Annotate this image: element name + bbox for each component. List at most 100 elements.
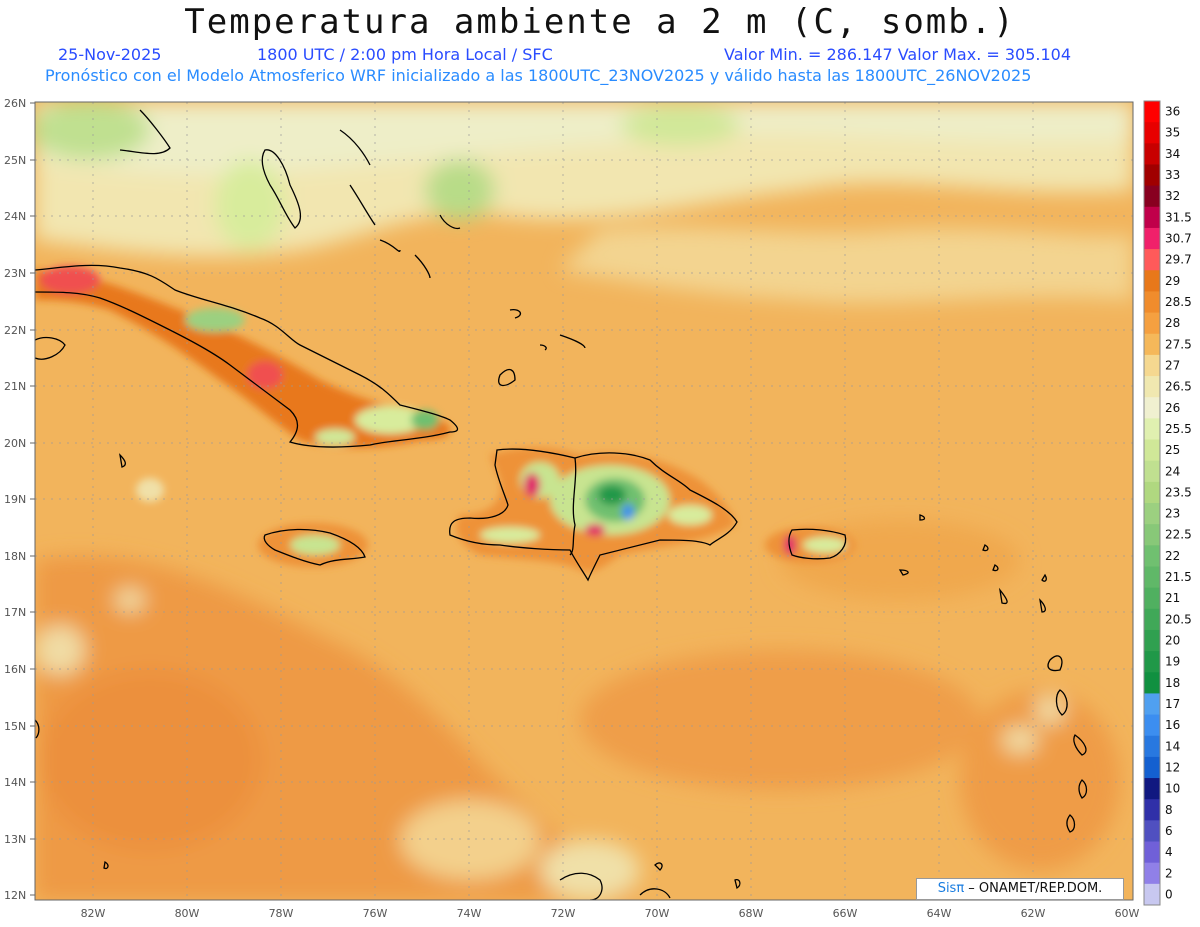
legend-label: 12: [1165, 760, 1180, 774]
lon-label: 76W: [363, 907, 388, 920]
legend-swatch: [1144, 122, 1160, 144]
legend-frame: [1143, 100, 1161, 906]
lat-label: 17N: [4, 606, 26, 619]
legend-swatch: [1144, 841, 1160, 864]
lat-label: 14N: [4, 776, 26, 789]
legend-label: 30.7: [1165, 232, 1192, 246]
legend-label: 4: [1165, 845, 1173, 859]
lat-label: 23N: [4, 267, 26, 280]
lon-label: 80W: [175, 907, 200, 920]
legend-swatch: [1144, 587, 1160, 610]
lon-label: 64W: [927, 907, 952, 920]
legend-label: 32: [1165, 189, 1180, 203]
legend-swatch: [1144, 249, 1160, 271]
legend-label: 29.7: [1165, 253, 1192, 267]
lon-label: 68W: [739, 907, 764, 920]
lat-label: 21N: [4, 380, 26, 393]
legend-label: 19: [1165, 655, 1180, 669]
forecast-date: 25-Nov-2025: [58, 45, 162, 64]
legend-swatch: [1144, 693, 1160, 716]
lat-label: 22N: [4, 324, 26, 337]
legend-label: 33: [1165, 168, 1180, 182]
legend-swatch: [1144, 397, 1160, 419]
legend-label: 28.5: [1165, 295, 1192, 309]
legend-swatch: [1144, 270, 1160, 292]
legend-label: 17: [1165, 697, 1180, 711]
legend-swatch: [1144, 164, 1160, 187]
legend-swatch: [1144, 312, 1160, 335]
legend-swatch: [1144, 227, 1160, 250]
legend-swatch: [1144, 185, 1160, 208]
legend-swatch: [1144, 799, 1160, 821]
legend-swatch: [1144, 735, 1160, 758]
legend-label: 22: [1165, 549, 1180, 563]
grid-lines: [35, 102, 1133, 900]
legend-label: 21: [1165, 591, 1180, 605]
legend-label: 21.5: [1165, 570, 1192, 584]
lat-label: 24N: [4, 210, 26, 223]
sispi-logo: Sisπ: [937, 881, 965, 896]
legend-swatch: [1144, 376, 1160, 398]
lon-label: 82W: [81, 907, 106, 920]
lon-label: 60W: [1115, 907, 1140, 920]
legend-label: 8: [1165, 803, 1173, 817]
map-title: Temperatura ambiente a 2 m (C, somb.): [184, 2, 1016, 42]
legend-label: 28: [1165, 316, 1180, 330]
lat-label: 26N: [4, 97, 26, 110]
legend-swatch: [1144, 291, 1160, 314]
legend-swatch: [1144, 629, 1160, 652]
legend-label: 27: [1165, 358, 1180, 372]
legend-label: 35: [1165, 126, 1180, 140]
legend-swatch: [1144, 439, 1160, 462]
legend-swatch: [1144, 883, 1160, 906]
legend-label: 29: [1165, 274, 1180, 288]
legend-label: 20.5: [1165, 612, 1192, 626]
legend-swatch: [1144, 714, 1160, 737]
legend-swatch: [1144, 651, 1160, 673]
legend-label: 23.5: [1165, 485, 1192, 499]
legend-swatch: [1144, 418, 1160, 441]
color-legend: 363534333231.530.729.72928.52827.52726.5…: [1143, 100, 1192, 906]
legend-swatch: [1144, 862, 1160, 885]
legend-label: 6: [1165, 824, 1173, 838]
lat-label: 25N: [4, 154, 26, 167]
legend-swatch: [1144, 756, 1160, 779]
lon-label: 62W: [1021, 907, 1046, 920]
legend-label: 23: [1165, 507, 1180, 521]
model-info: Pronóstico con el Modelo Atmosferico WRF…: [45, 66, 1032, 85]
coastlines: [35, 109, 1088, 900]
min-max-values: Valor Min. = 286.147 Valor Max. = 305.10…: [724, 45, 1072, 64]
legend-label: 2: [1165, 866, 1173, 880]
legend-swatch: [1144, 545, 1160, 567]
legend-swatch: [1144, 503, 1160, 525]
legend-label: 0: [1165, 887, 1173, 901]
legend-label: 31.5: [1165, 210, 1192, 224]
legend-swatch: [1144, 566, 1160, 589]
legend-label: 34: [1165, 147, 1180, 161]
legend-label: 25.5: [1165, 422, 1192, 436]
legend-swatch: [1144, 608, 1160, 631]
lat-label: 16N: [4, 663, 26, 676]
temperature-field: [35, 102, 1133, 900]
lon-label: 74W: [457, 907, 482, 920]
lat-label: 18N: [4, 550, 26, 563]
legend-swatch: [1144, 206, 1160, 229]
legend-label: 20: [1165, 634, 1180, 648]
legend-label: 14: [1165, 739, 1180, 753]
lon-label: 66W: [833, 907, 858, 920]
lat-label: 19N: [4, 493, 26, 506]
legend-label: 18: [1165, 676, 1180, 690]
legend-swatch: [1144, 143, 1160, 165]
lat-label: 20N: [4, 437, 26, 450]
legend-label: 26: [1165, 401, 1180, 415]
legend-swatch: [1144, 101, 1160, 123]
map-frame: [34, 101, 1134, 901]
lat-label: 13N: [4, 833, 26, 846]
legend-swatch: [1144, 778, 1160, 800]
lat-label: 12N: [4, 889, 26, 902]
legend-label: 10: [1165, 782, 1180, 796]
latitude-labels: 26N 25N 24N 23N 22N 21N 20N 19N 18N 17N …: [4, 97, 26, 902]
legend-swatch: [1144, 354, 1160, 377]
lon-label: 70W: [645, 907, 670, 920]
legend-label: 24: [1165, 464, 1180, 478]
